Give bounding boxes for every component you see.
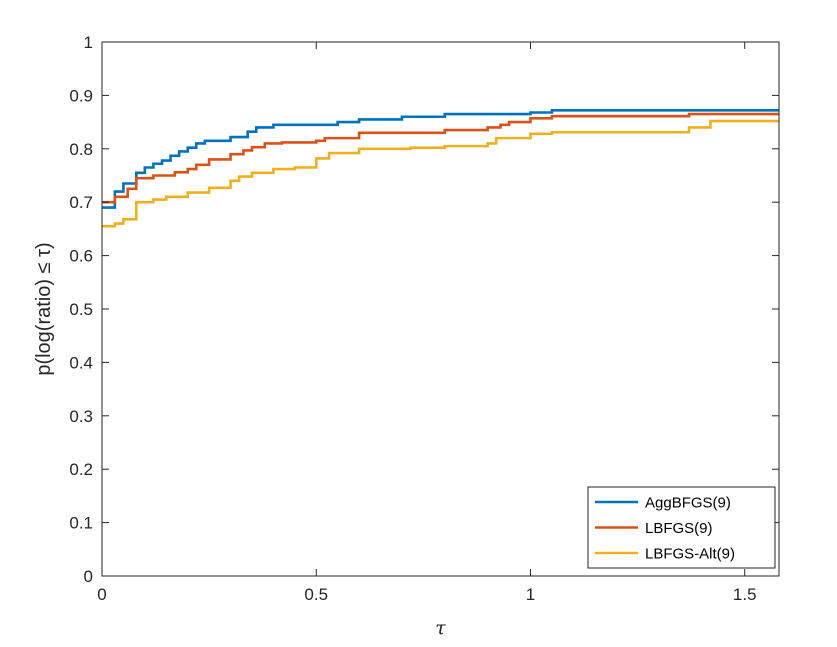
- x-tick-label: 1: [526, 585, 535, 604]
- y-tick-label: 0.2: [69, 460, 93, 479]
- y-tick-label: 0.3: [69, 407, 93, 426]
- y-tick-label: 0: [84, 567, 93, 586]
- y-tick-label: 0.5: [69, 300, 93, 319]
- legend: AggBFGS(9) LBFGS(9) LBFGS-Alt(9): [587, 486, 776, 569]
- x-tick-label: 0.5: [304, 585, 328, 604]
- series-line-3: [102, 119, 779, 228]
- series-line-2: [102, 112, 779, 204]
- legend-label-2: LBFGS(9): [645, 520, 713, 537]
- series-layer: [102, 109, 779, 228]
- legend-label-3: LBFGS-Alt(9): [645, 546, 735, 563]
- x-tick-label: 1.5: [733, 585, 757, 604]
- y-tick-label: 0.7: [69, 193, 93, 212]
- y-tick-label: 0.6: [69, 247, 93, 266]
- y-tick-label: 0.9: [69, 86, 93, 105]
- x-axis-label: τ: [435, 617, 446, 639]
- y-tick-label: 0.1: [69, 514, 93, 533]
- legend-label-1: AggBFGS(9): [645, 495, 731, 512]
- y-tick-label: 1: [84, 33, 93, 52]
- series-line-1: [102, 109, 779, 209]
- y-axis-label: p(log(ratio) ≤ τ): [33, 242, 55, 375]
- x-tick-label: 0: [97, 585, 106, 604]
- y-tick-label: 0.4: [69, 353, 93, 372]
- y-tick-label: 0.8: [69, 140, 93, 159]
- ticks-layer: 0 0.5 1 1.5 0 0.1 0.2 0.3 0.4 0.5 0.6 0.7 0.8 0.9 1: [69, 33, 779, 604]
